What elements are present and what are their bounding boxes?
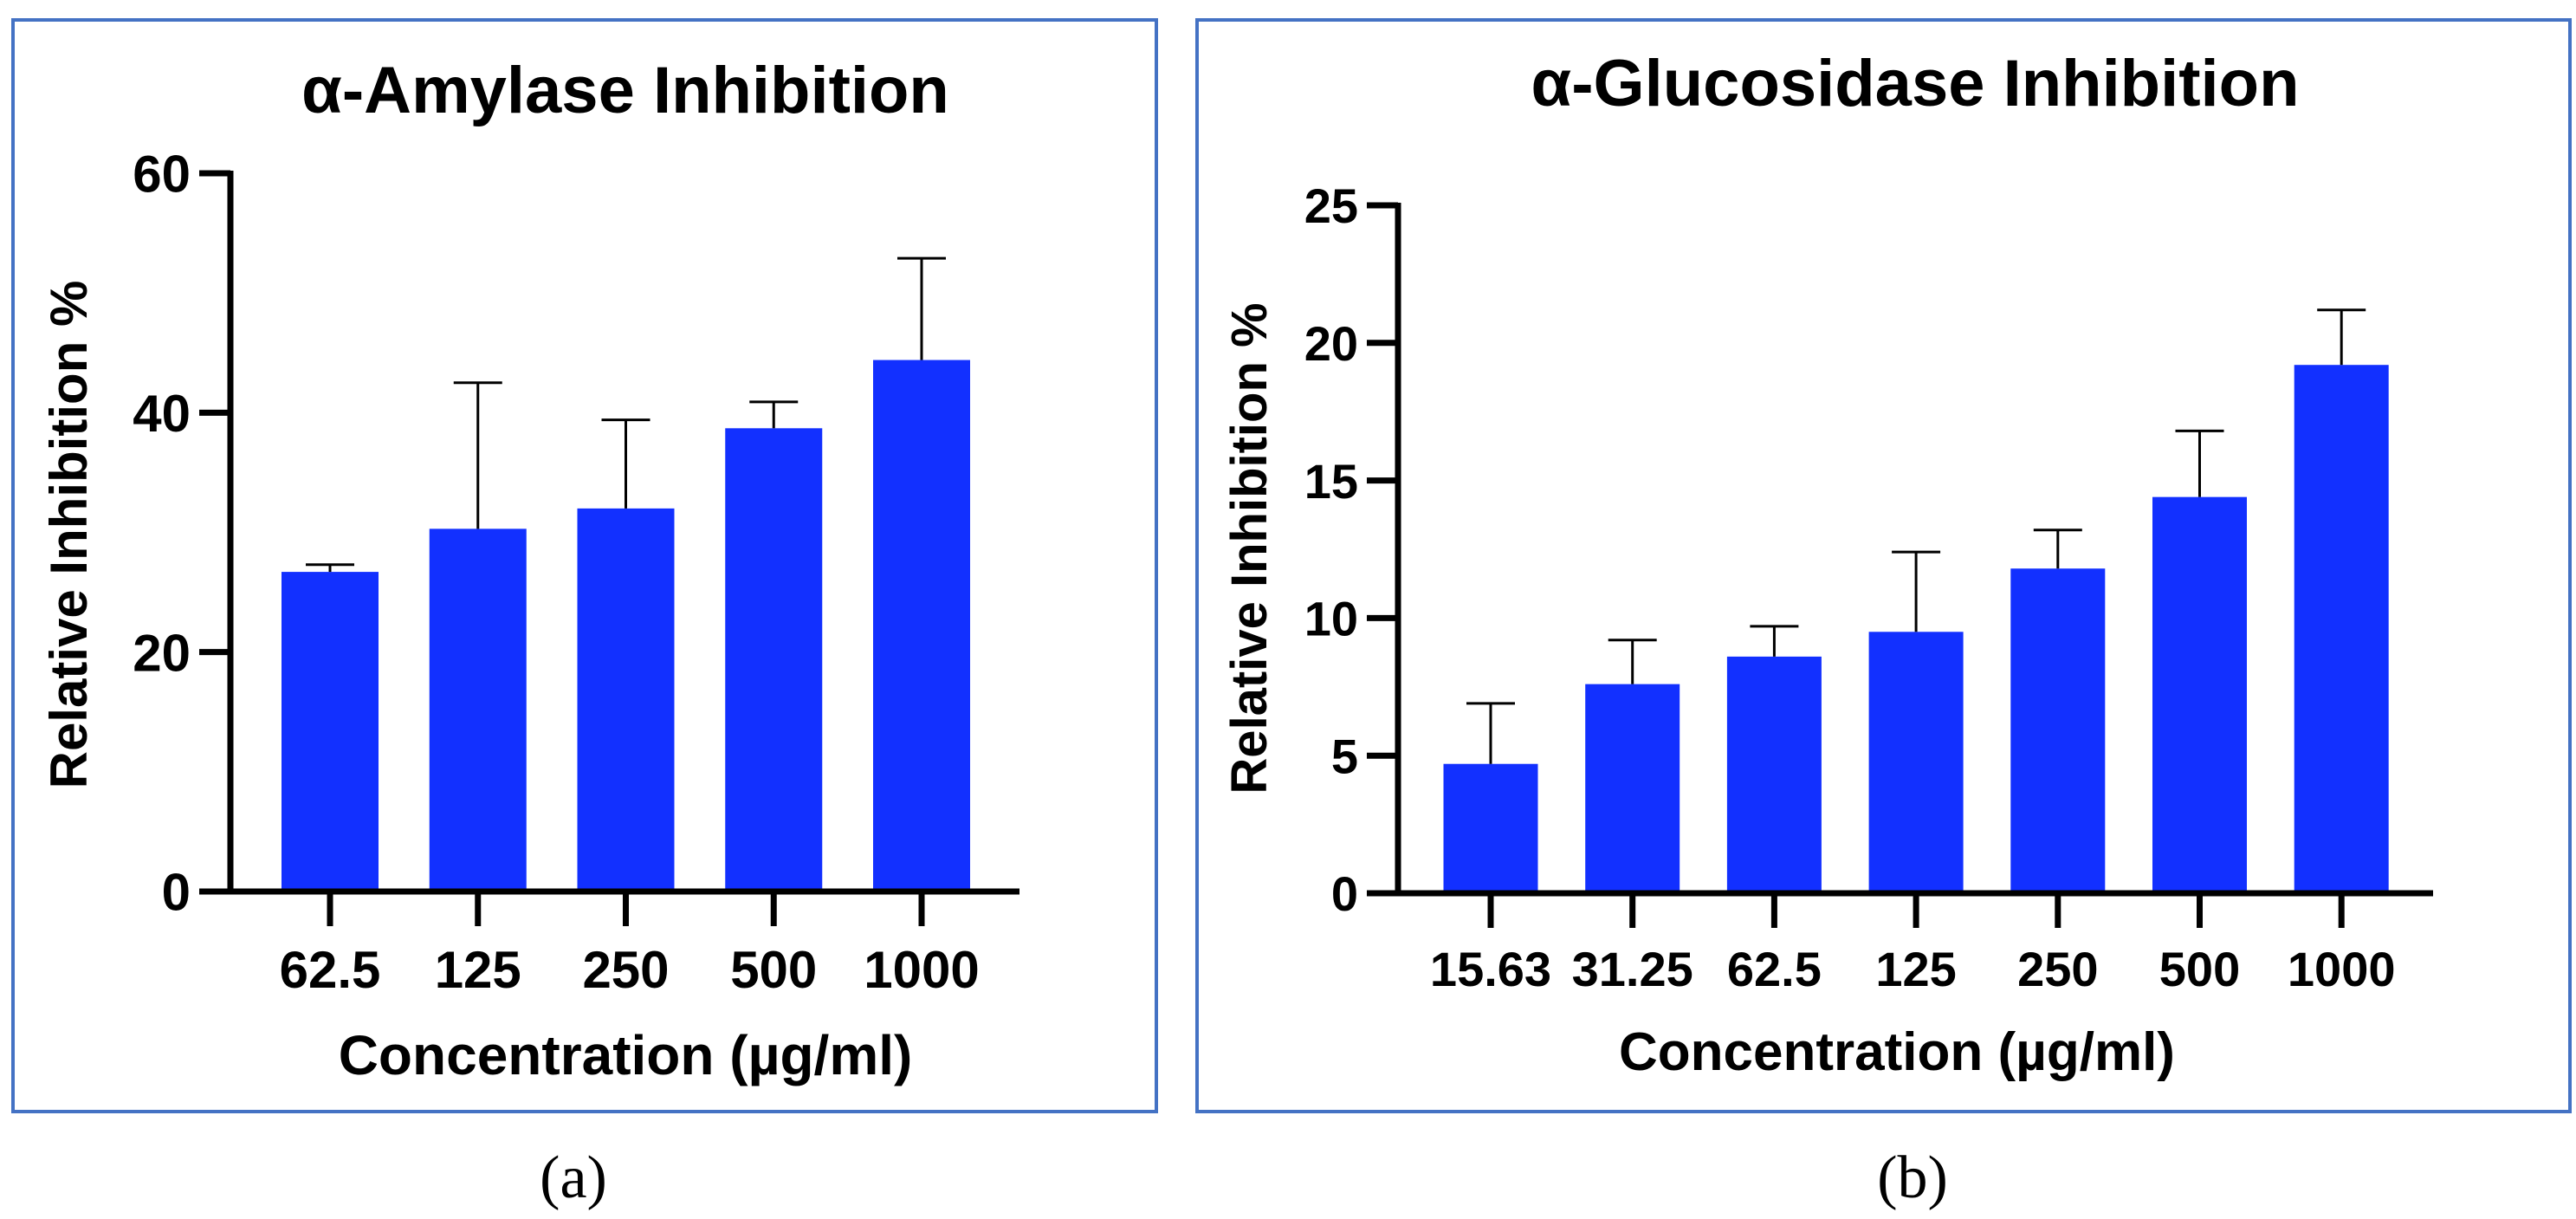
y-axis-title: Relative Inhibition % (1221, 302, 1278, 794)
y-tick-label: 5 (1331, 729, 1358, 783)
x-tick-label: 62.5 (1727, 942, 1822, 996)
x-tick-label: 31.25 (1572, 942, 1693, 996)
bar-250 (577, 508, 675, 892)
bar-500 (2152, 496, 2247, 893)
y-tick-label: 0 (162, 864, 191, 922)
y-axis-title: Relative Inhibition % (40, 281, 98, 789)
x-tick-label: 1000 (2288, 942, 2396, 996)
bar-250 (2010, 568, 2106, 893)
bar-62.5 (1726, 656, 1822, 893)
panel-label-b: (b) (1877, 1144, 1948, 1211)
bar-125 (429, 528, 527, 892)
y-tick-label: 10 (1304, 592, 1358, 646)
panel-b-frame (1195, 18, 2572, 1113)
y-tick-label: 20 (1304, 316, 1358, 371)
y-tick-label: 25 (1304, 178, 1358, 233)
y-tick-label: 15 (1304, 454, 1358, 509)
bar-500 (725, 428, 823, 892)
chart-title: α-Glucosidase Inhibition (1531, 47, 2300, 120)
amylase-chart: α-Amylase Inhibition Relative Inhibition… (40, 54, 1019, 1086)
x-tick-label: 500 (2159, 942, 2240, 996)
panel-label-a: (a) (540, 1144, 607, 1211)
bar-31.25 (1585, 684, 1680, 893)
x-tick-label: 1000 (864, 941, 979, 999)
bar-62.5 (282, 572, 379, 892)
x-tick-label: 125 (1875, 942, 1956, 996)
x-tick-label: 125 (435, 941, 521, 999)
chart-title: α-Amylase Inhibition (301, 54, 949, 127)
bar-1000 (2294, 365, 2389, 893)
bar-15.63 (1443, 763, 1538, 893)
glucosidase-chart: α-Glucosidase Inhibition Relative Inhibi… (1221, 47, 2433, 1082)
y-tick-label: 0 (1331, 866, 1358, 921)
bar-1000 (873, 360, 970, 892)
x-axis-title: Concentration (µg/ml) (1619, 1022, 2175, 1082)
y-tick-label: 20 (133, 624, 191, 682)
bar-125 (1868, 632, 1964, 893)
y-tick-label: 60 (133, 146, 191, 204)
x-axis-title: Concentration (µg/ml) (339, 1024, 913, 1086)
x-tick-label: 250 (2017, 942, 2098, 996)
y-tick-label: 40 (133, 385, 191, 443)
x-tick-label: 250 (582, 941, 669, 999)
x-tick-label: 500 (730, 941, 817, 999)
x-tick-label: 15.63 (1430, 942, 1551, 996)
panel-a-frame (11, 18, 1158, 1113)
x-tick-label: 62.5 (280, 941, 381, 999)
